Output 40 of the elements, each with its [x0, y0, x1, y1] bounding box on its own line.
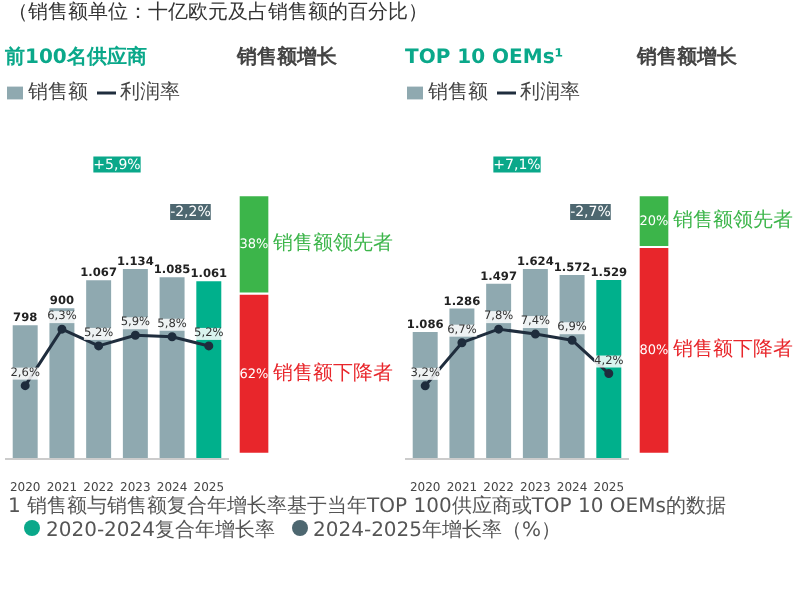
bar: [449, 308, 475, 459]
bar: [596, 280, 622, 459]
chart-title: 销售额增长: [635, 45, 739, 69]
point: [167, 332, 177, 342]
chart-title: 销售额增长: [235, 45, 339, 69]
chart-title: 前100名供应商: [3, 45, 147, 69]
legend-label: 利润率: [120, 79, 180, 106]
text: 1 销售额与销售额复合年增长率基于当年TOP 100供应商或TOP 10 OEMs的数据: [8, 496, 726, 519]
point: [130, 330, 140, 340]
bar: [122, 269, 148, 459]
point: [94, 341, 104, 351]
series-label: 销售额下降者: [670, 337, 793, 362]
bar: [159, 277, 185, 459]
bar: [86, 280, 112, 459]
legend-label: 销售额: [428, 79, 488, 106]
point: [457, 338, 467, 348]
bar: [522, 269, 548, 459]
point: [567, 335, 577, 345]
legend-label: 销售额: [28, 79, 88, 106]
point: [420, 381, 430, 391]
point: [204, 341, 214, 351]
series-label: 销售额领先者: [670, 208, 793, 233]
point: [530, 329, 540, 339]
chart-title: TOP 10 OEMs¹: [405, 47, 564, 69]
bar: [12, 325, 38, 459]
bar: [559, 275, 585, 459]
bar: [49, 308, 75, 459]
bar: [196, 281, 222, 459]
legend-label: 利润率: [520, 79, 580, 106]
point: [494, 324, 504, 334]
legend-label: 销售额下降者: [270, 360, 393, 385]
point: [57, 324, 67, 334]
series-label: 销售额领先者: [270, 231, 393, 256]
bar: [486, 283, 512, 459]
point: [604, 369, 614, 379]
text: 2020-2024复合年增长率: [46, 520, 276, 542]
text: 2024-2025年增长率（%）: [313, 520, 562, 542]
point: [20, 381, 30, 391]
text: （销售额单位：十亿欧元及占销售额的百分比）: [8, 0, 428, 28]
bar: [412, 331, 438, 459]
